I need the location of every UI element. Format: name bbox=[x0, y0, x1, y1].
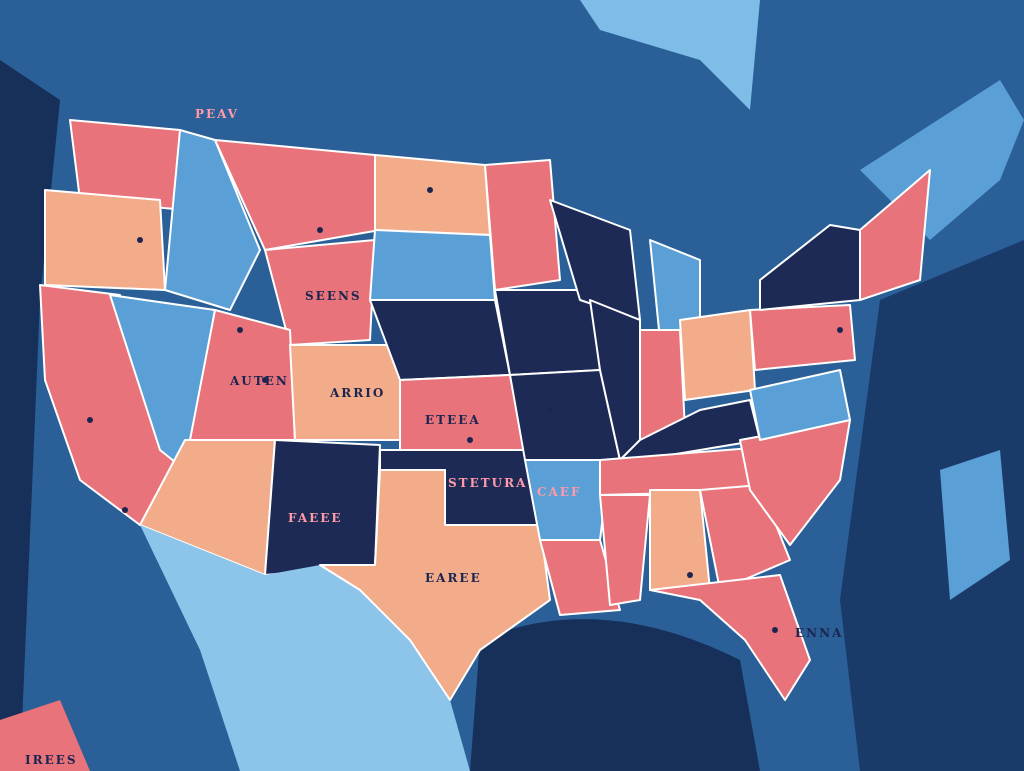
region bbox=[649, 574, 811, 701]
map-label: ETEEA bbox=[425, 413, 481, 427]
region bbox=[374, 154, 491, 236]
city bbox=[87, 417, 93, 423]
gulf bbox=[470, 619, 760, 771]
region bbox=[264, 239, 376, 346]
region bbox=[859, 169, 931, 301]
city bbox=[317, 227, 323, 233]
map-label: IREES bbox=[25, 753, 78, 767]
region bbox=[44, 189, 166, 291]
city bbox=[837, 327, 843, 333]
city bbox=[427, 187, 433, 193]
city bbox=[547, 407, 553, 413]
region bbox=[369, 229, 496, 301]
region bbox=[679, 309, 756, 401]
states bbox=[0, 119, 931, 771]
map-label: ENNA bbox=[795, 626, 843, 640]
map-label: AUTEN bbox=[229, 374, 289, 388]
map-label: CAEF bbox=[537, 485, 582, 499]
region bbox=[749, 369, 851, 441]
map-label: ARRIO bbox=[329, 386, 385, 400]
mexico bbox=[140, 525, 470, 771]
city bbox=[772, 627, 778, 633]
region bbox=[539, 539, 621, 616]
region bbox=[524, 459, 611, 541]
map-label: SEENS bbox=[305, 289, 362, 303]
region bbox=[484, 159, 561, 291]
island bbox=[940, 450, 1010, 600]
region bbox=[494, 289, 601, 376]
city bbox=[237, 327, 243, 333]
region bbox=[164, 129, 261, 311]
city bbox=[467, 437, 473, 443]
city bbox=[687, 572, 693, 578]
city bbox=[262, 377, 268, 383]
region bbox=[264, 439, 381, 576]
region bbox=[649, 489, 711, 591]
city bbox=[122, 507, 128, 513]
land-north bbox=[580, 0, 760, 110]
map-label: PEAV bbox=[195, 107, 239, 121]
city bbox=[137, 237, 143, 243]
region bbox=[0, 700, 90, 771]
deep-ocean bbox=[840, 240, 1024, 771]
map-label: FAEEE bbox=[288, 511, 343, 525]
map-label: EAREE bbox=[425, 571, 482, 585]
map-label: STETURA bbox=[448, 476, 527, 490]
labels: PEAV SEENS AUTEN ARRIO ETEEA STETURA FAE… bbox=[25, 107, 843, 767]
region bbox=[749, 304, 856, 371]
region bbox=[599, 494, 651, 606]
dots bbox=[87, 187, 843, 633]
